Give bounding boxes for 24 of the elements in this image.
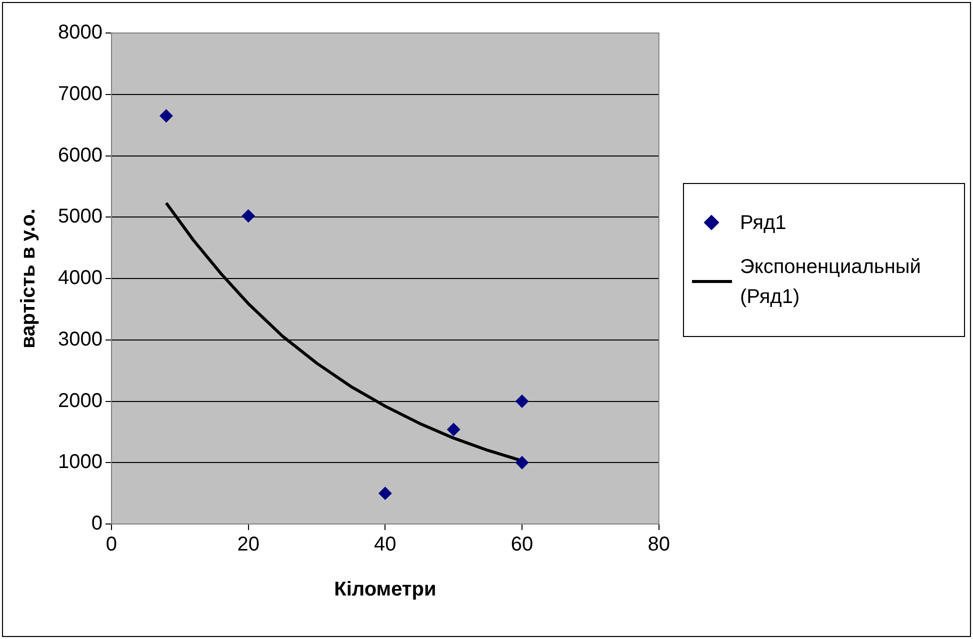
y-tick-label: 7000 [58, 82, 102, 105]
legend-label: Ряд1 [740, 211, 786, 236]
y-tick-label: 1000 [58, 451, 102, 474]
x-axis-title: Кілометри [334, 578, 436, 601]
x-tick-label: 20 [237, 534, 260, 556]
y-tick-label: 8000 [58, 22, 102, 44]
y-tick-label: 0 [91, 512, 102, 535]
y-tick-label: 2000 [58, 390, 102, 412]
x-tick-label: 40 [374, 534, 396, 556]
y-axis-title: вартість в у.о. [18, 208, 40, 348]
point [378, 486, 392, 500]
x-tick-label: 60 [510, 534, 534, 556]
point [447, 422, 460, 436]
x-tick-label: 0 [106, 534, 118, 556]
point [516, 394, 529, 408]
y-tick-label: 6000 [58, 144, 102, 166]
y-tick-label: 4000 [58, 267, 102, 290]
point [516, 456, 529, 470]
point [242, 209, 255, 222]
point [160, 109, 173, 122]
y-tick-label: 3000 [58, 328, 102, 350]
y-tick-label: 5000 [58, 206, 102, 228]
x-tick-label: 80 [648, 534, 670, 556]
legend-label: Экспоненциальный (Ряд1) [740, 255, 922, 310]
